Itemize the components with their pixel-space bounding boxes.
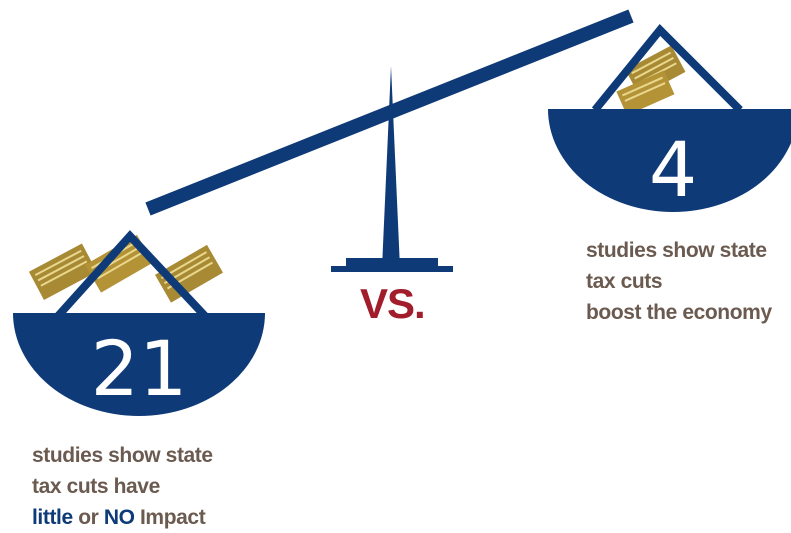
vs-label: VS. bbox=[360, 280, 426, 327]
right-caption-line2: tax cuts bbox=[586, 270, 663, 293]
scale-stand bbox=[331, 66, 453, 272]
left-count: 21 bbox=[91, 324, 188, 413]
left-caption-line2: tax cuts have bbox=[32, 475, 160, 498]
right-caption-line1: studies show state bbox=[586, 239, 767, 262]
right-caption-line3: boost the economy bbox=[586, 301, 772, 324]
scale-beam bbox=[145, 9, 634, 216]
left-caption-line1: studies show state bbox=[32, 444, 213, 467]
left-caption-impact: Impact bbox=[140, 506, 206, 529]
left-caption-no: NO bbox=[103, 506, 135, 529]
left-pan-hanger bbox=[55, 230, 208, 319]
left-caption-line3: little or NO Impact bbox=[32, 502, 213, 533]
left-caption-or: or bbox=[78, 506, 99, 529]
right-pan-bowl bbox=[548, 109, 791, 212]
right-book-stack bbox=[616, 45, 686, 116]
left-caption-little: little bbox=[32, 506, 73, 529]
right-caption: studies show state tax cuts boost the ec… bbox=[586, 235, 772, 328]
left-caption: studies show state tax cuts have little … bbox=[32, 440, 213, 533]
right-pan-hanger bbox=[591, 24, 743, 113]
right-count: 4 bbox=[649, 125, 697, 214]
left-pan-bowl bbox=[13, 313, 265, 416]
